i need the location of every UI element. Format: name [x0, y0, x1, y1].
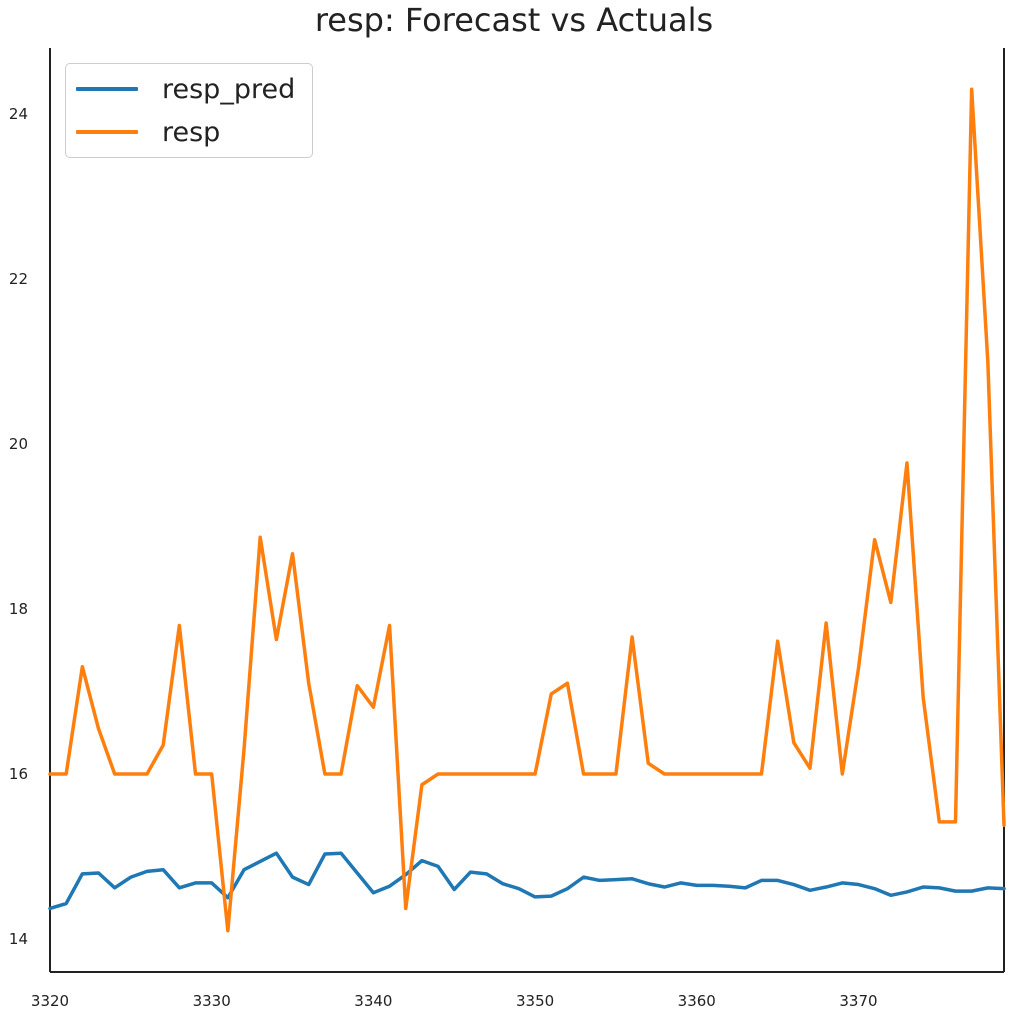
series-line-resp-pred — [48, 851, 1006, 911]
chart-title: resp: Forecast vs Actuals — [314, 1, 714, 39]
y-tick-label: 16 — [9, 765, 28, 783]
y-tick-label: 14 — [9, 930, 28, 948]
series-layer — [48, 87, 1006, 933]
y-tick-label: 20 — [9, 435, 28, 453]
legend: resp_pred resp — [65, 63, 313, 158]
tick-labels: 3320 3330 3340 3350 3360 3370 14 16 18 20 22 24 — [9, 105, 878, 1010]
y-tick-label: 22 — [9, 270, 28, 288]
legend-entry-resp-pred: resp_pred — [76, 69, 295, 109]
x-tick-label: 3350 — [516, 992, 554, 1010]
axes — [49, 48, 1005, 973]
y-tick-label: 18 — [9, 600, 28, 618]
x-tick-label: 3330 — [193, 992, 231, 1010]
x-tick-label: 3360 — [678, 992, 716, 1010]
series-line-resp — [48, 87, 1006, 933]
legend-label-resp-pred: resp_pred — [162, 73, 296, 105]
legend-entry-resp: resp — [76, 112, 220, 152]
legend-swatch-resp — [76, 130, 138, 134]
x-tick-label: 3320 — [31, 992, 69, 1010]
x-tick-label: 3340 — [354, 992, 392, 1010]
y-tick-label: 24 — [9, 105, 28, 123]
x-tick-label: 3370 — [839, 992, 877, 1010]
legend-label-resp: resp — [162, 116, 221, 148]
legend-swatch-resp-pred — [76, 87, 138, 91]
